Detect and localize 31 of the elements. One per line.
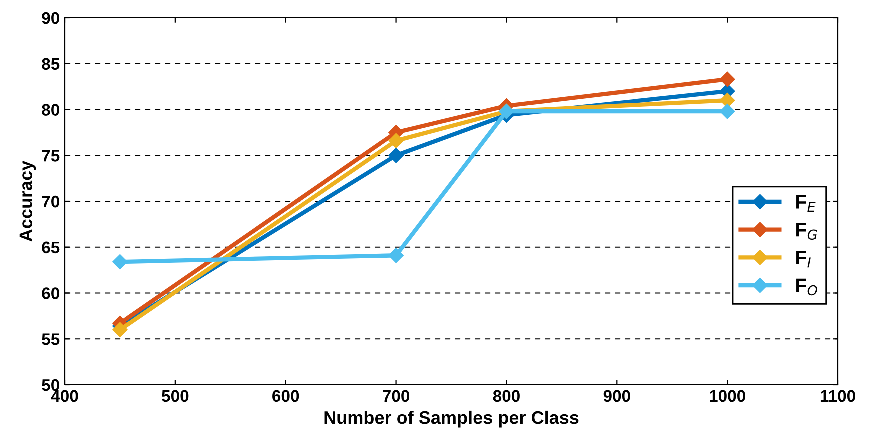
x-tick-label: 600 (272, 390, 300, 402)
x-axis-title: Number of Samples per Class (324, 410, 579, 428)
point (388, 148, 404, 164)
x-tick-label: 1100 (820, 390, 856, 402)
y-tick-label: 80 (42, 104, 60, 116)
y-tick-label: 90 (42, 12, 60, 24)
y-tick-label: 65 (42, 242, 60, 254)
y-tick-label: 70 (42, 196, 60, 208)
point (112, 254, 128, 270)
y-tick-label: 50 (42, 379, 60, 392)
legend-label: F$_{I}$ (796, 251, 811, 268)
x-tick-label: 500 (162, 390, 189, 402)
y-tick-label: 60 (42, 288, 60, 300)
point (720, 72, 736, 88)
legend-label: F$_{G}$ (796, 223, 818, 240)
y-tick-label: 75 (42, 150, 60, 162)
x-tick-label: 900 (604, 390, 630, 402)
point (720, 104, 736, 120)
x-tick-label: 700 (383, 390, 410, 402)
y-tick-label: 55 (42, 334, 60, 346)
point (388, 248, 404, 264)
point (388, 133, 404, 149)
point (112, 322, 128, 338)
point (720, 93, 736, 108)
legend-label: F$_{E}$ (796, 195, 816, 212)
x-tick-label: 800 (493, 390, 520, 402)
x-tick-label: 400 (51, 390, 78, 402)
legend-label: F$_{O}$ (796, 278, 818, 296)
x-tick-label: 1000 (710, 390, 746, 402)
y-tick-label: 85 (42, 58, 60, 70)
y-axis-title: Accuracy (20, 160, 36, 242)
